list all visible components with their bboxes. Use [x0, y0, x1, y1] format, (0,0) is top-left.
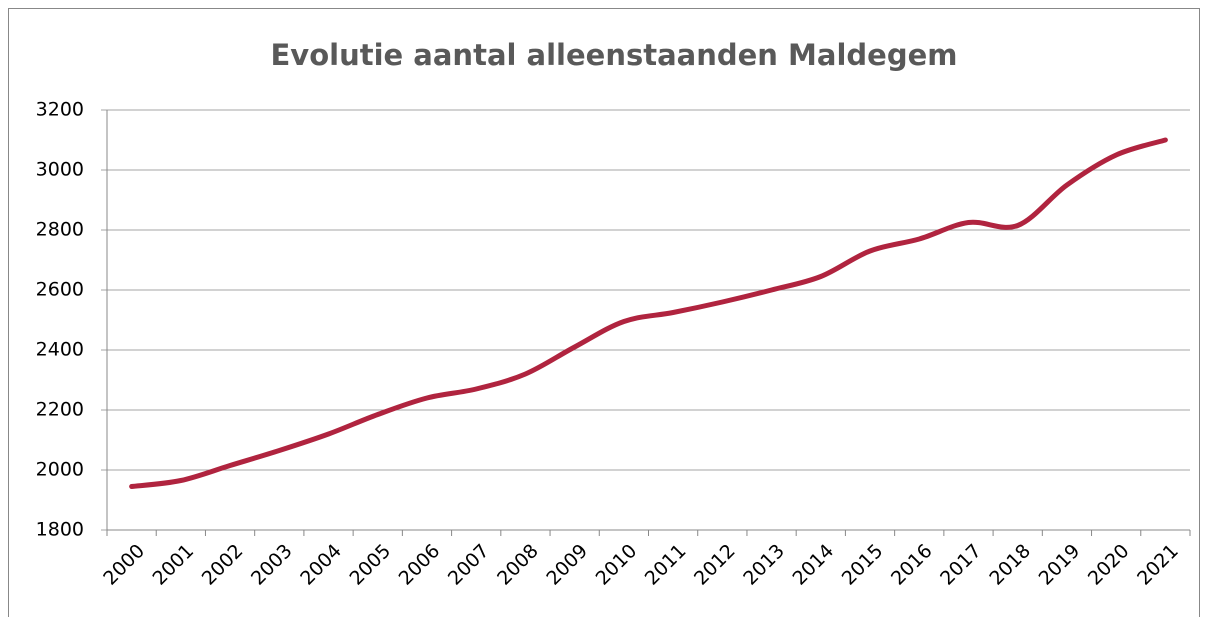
y-tick-label: 1800 [36, 519, 84, 541]
y-tick-label: 3200 [36, 99, 84, 121]
y-tick-label: 2000 [36, 459, 84, 481]
series-line [129, 137, 1168, 489]
chart-title: Evolutie aantal alleenstaanden Maldegem [271, 38, 958, 72]
chart-border [8, 8, 1200, 621]
y-tick-label: 2800 [36, 219, 84, 241]
y-tick-label: 2600 [36, 279, 84, 301]
y-tick-label: 2200 [36, 399, 84, 421]
y-tick-label: 3000 [36, 159, 84, 181]
y-tick-label: 2400 [36, 339, 84, 361]
